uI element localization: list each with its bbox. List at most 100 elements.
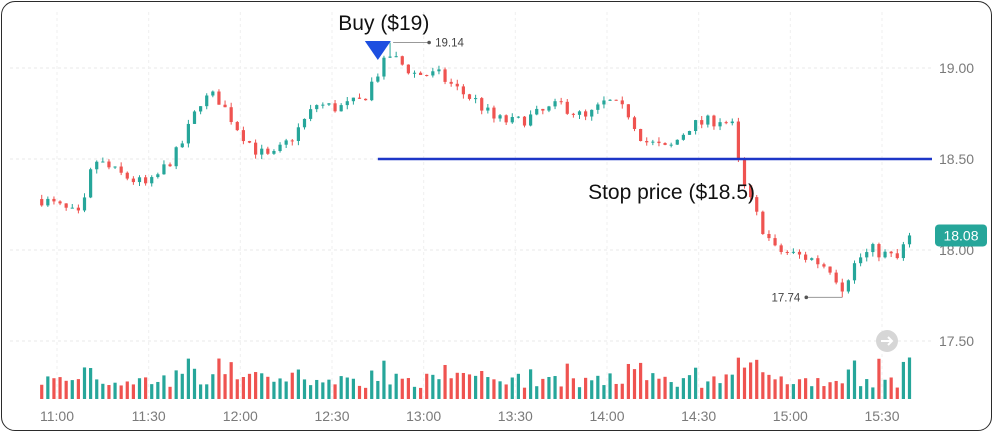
candle-up [394, 56, 398, 58]
volume-bar [235, 379, 239, 399]
candle-up [553, 101, 557, 107]
volume-bar [58, 377, 62, 399]
candle-up [302, 118, 307, 128]
volume-bar [437, 379, 441, 399]
candle-up [706, 115, 710, 125]
volume-bar [614, 383, 618, 399]
candle-up [596, 104, 600, 110]
volume-bar [791, 384, 795, 399]
last-price-badge [935, 224, 987, 247]
candle-up [89, 169, 93, 198]
volume-bar [522, 387, 527, 399]
candle-down [724, 122, 728, 124]
volume-bar [321, 382, 325, 399]
volume-bar [443, 364, 447, 399]
x-tick-label: 15:30 [864, 408, 899, 424]
candle-down [400, 56, 404, 65]
candle-up [376, 76, 380, 82]
candle-up [370, 81, 374, 101]
x-tick-label: 12:00 [223, 408, 258, 424]
candle-down [266, 148, 270, 154]
candle-up [529, 114, 533, 126]
candle-down [254, 142, 258, 155]
candle-up [602, 100, 606, 105]
volume-bar [822, 386, 826, 399]
volume-bar [351, 378, 355, 399]
candle-down [571, 113, 575, 115]
volume-bar [895, 387, 899, 399]
candle-up [498, 115, 502, 119]
candle-down [357, 97, 362, 99]
volume-bar [529, 369, 533, 399]
candle-up [186, 123, 190, 144]
last-price-label: 18.08 [943, 227, 978, 243]
volume-bar [180, 373, 184, 399]
candle-up [474, 98, 478, 100]
candle-up [315, 105, 319, 110]
volume-bar [773, 379, 777, 399]
candle-up [101, 161, 105, 163]
volume-bar [125, 381, 129, 399]
volume-bar [229, 362, 233, 399]
volume-bar [669, 382, 673, 399]
candle-down [480, 98, 484, 111]
candle-down [419, 72, 423, 76]
volume-bar [706, 381, 710, 399]
candle-down [632, 117, 637, 129]
volume-bar [553, 376, 557, 399]
volume-bar [186, 358, 190, 399]
volume-bar [907, 357, 912, 399]
volume-bar [162, 375, 166, 399]
candle-up [205, 95, 209, 107]
candle-down [241, 130, 245, 142]
volume-bar [113, 382, 117, 399]
volume-bar [82, 367, 87, 399]
candle-up [351, 97, 355, 102]
candle-down [492, 107, 496, 119]
volume-bar [449, 378, 453, 399]
scroll-to-realtime-button[interactable] [876, 330, 898, 352]
volume-bar [663, 376, 667, 399]
volume-bar [474, 375, 478, 399]
volume-bar [871, 387, 875, 399]
candle-up [846, 280, 850, 292]
candle-down [755, 197, 759, 212]
candle-up [180, 143, 184, 148]
volume-bar [382, 360, 386, 399]
volume-bar [504, 384, 508, 399]
candle-up [730, 121, 734, 124]
volume-bar [412, 386, 417, 399]
candle-down [107, 161, 111, 168]
volume-bar [400, 378, 404, 399]
volume-bar [364, 387, 368, 399]
volume-bar [639, 362, 643, 399]
candle-up [82, 197, 87, 211]
volume-bar [394, 373, 398, 399]
candle-down [522, 116, 527, 126]
candle-up [608, 99, 612, 101]
candle-down [144, 177, 148, 184]
candle-up [150, 177, 154, 184]
volume-bar [64, 380, 68, 399]
volume-bar [559, 386, 563, 399]
volume-bar [107, 385, 111, 399]
volume-bar [547, 376, 551, 399]
candle-up [339, 105, 343, 112]
volume-bar [388, 384, 392, 399]
volume-bar [327, 379, 331, 399]
candle-up [681, 134, 685, 140]
candle-down [541, 108, 545, 111]
volume-bar [516, 373, 520, 399]
candle-up [95, 161, 99, 170]
x-tick-label: 11:00 [40, 408, 74, 424]
candle-down [620, 100, 624, 105]
volume-bar [859, 386, 863, 399]
volume-bar [119, 385, 123, 399]
volume-bar [492, 379, 496, 399]
candle-up [388, 56, 392, 58]
candle-down [58, 201, 62, 204]
volume-bar [535, 386, 539, 399]
volume-bar [584, 377, 588, 399]
volume-bar [651, 373, 655, 399]
volume-bar [89, 368, 93, 399]
